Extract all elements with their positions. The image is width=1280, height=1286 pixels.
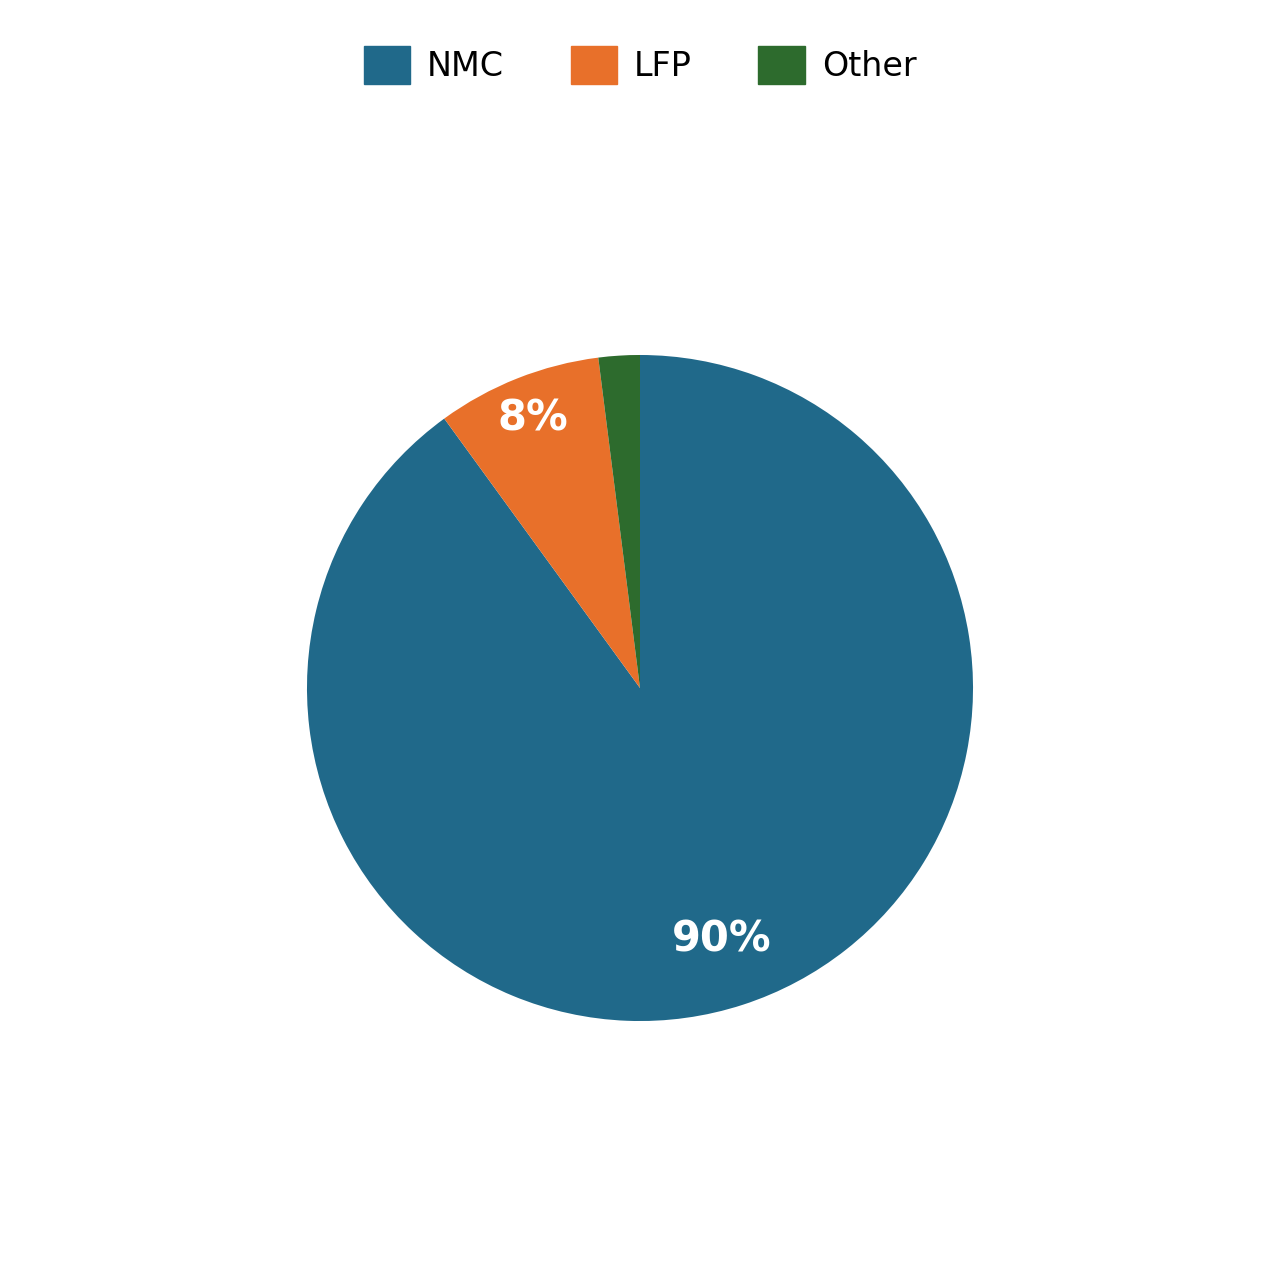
Wedge shape xyxy=(444,358,640,688)
Text: 90%: 90% xyxy=(672,918,772,961)
Text: 2%: 2% xyxy=(581,292,652,334)
Legend: NMC, LFP, Other: NMC, LFP, Other xyxy=(351,32,929,98)
Wedge shape xyxy=(598,355,640,688)
Wedge shape xyxy=(307,355,973,1021)
Text: 8%: 8% xyxy=(498,397,568,439)
